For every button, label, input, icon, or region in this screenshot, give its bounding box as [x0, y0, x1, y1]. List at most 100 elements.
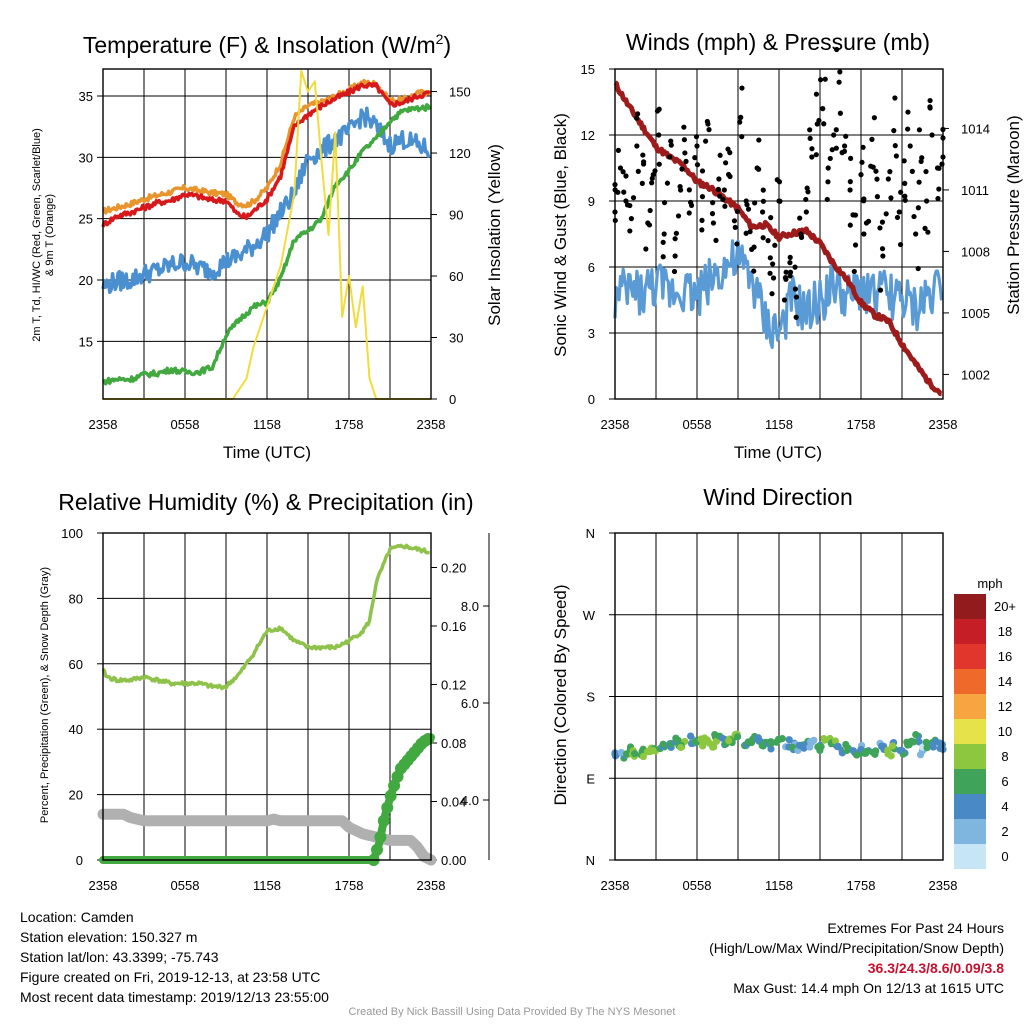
rh-y-tick-label: 40: [69, 722, 83, 737]
direction-point: [758, 741, 766, 750]
gust-point: [720, 196, 726, 203]
humidity-panel: Relative Humidity (%) & Precipitation (i…: [39, 489, 490, 893]
gust-point: [716, 176, 722, 182]
precip-y-tick-label: 0.12: [441, 678, 466, 693]
gust-point: [859, 159, 865, 165]
gust-point: [739, 85, 745, 91]
gust-point: [747, 229, 753, 235]
wind-direction-panel-title: Wind Direction: [703, 484, 853, 510]
temperature-y-label-1: 2m T, Td, HI/WC (Red, Green, Scarlet/Blu…: [31, 128, 43, 342]
gust-point: [656, 132, 662, 138]
gust-point: [907, 143, 913, 149]
insolation-y-tick-label: 90: [449, 208, 463, 223]
direction-point: [877, 742, 886, 750]
gust-point: [715, 186, 721, 193]
gust-point: [825, 165, 831, 171]
direction-point: [789, 743, 797, 751]
gust-point: [734, 241, 740, 247]
direction-point: [686, 732, 695, 740]
gust-point: [683, 158, 689, 164]
precip-y-tick-label: 0.08: [441, 736, 466, 751]
temp-plot-border: [102, 68, 432, 400]
gust-point: [888, 195, 894, 201]
gust-point: [672, 253, 678, 259]
colorbar-label: 4: [1001, 799, 1008, 814]
wind-x-tick-label: 1758: [847, 417, 876, 432]
gust-point: [649, 180, 655, 186]
gust-point: [813, 91, 820, 97]
direction-point: [896, 746, 904, 754]
elevation-text: Station elevation: 150.327 m: [20, 929, 198, 945]
direction-point: [831, 737, 839, 745]
wind-y-label: Sonic Wind & Gust (Blue, Black): [551, 113, 570, 357]
wind-x-tick-label: 1158: [765, 417, 793, 432]
gust-point: [922, 225, 928, 231]
gust-point: [734, 208, 740, 215]
gust-point: [911, 213, 917, 220]
gust-point: [686, 187, 692, 193]
gust-point: [837, 69, 843, 75]
gust-point: [887, 169, 893, 175]
direction-point: [639, 752, 647, 761]
gust-point: [861, 196, 867, 202]
extremes-info: Extremes For Past 24 Hours (High/Low/Max…: [709, 918, 1004, 998]
gust-point: [732, 224, 738, 230]
gust-point: [798, 234, 805, 241]
colorbar-swatch: [954, 594, 986, 619]
gust-point: [939, 161, 945, 167]
direction-point: [872, 747, 880, 755]
wind-plot-border: [614, 68, 944, 400]
gust-point: [635, 168, 641, 174]
latlon-text: Station lat/lon: 43.3399; -75.743: [20, 949, 219, 965]
rh-plot-border: [102, 532, 432, 861]
gust-point: [709, 211, 716, 217]
gust-point: [660, 254, 666, 260]
gust-point: [681, 124, 687, 130]
gust-point: [737, 119, 743, 125]
gust-point: [634, 143, 640, 149]
gust-point: [879, 246, 886, 252]
direction-point: [649, 746, 657, 755]
rh-x-tick-label: 1158: [253, 878, 281, 893]
temp-x-tick-label: 2358: [89, 417, 118, 432]
dir-y-tick-label: N: [586, 526, 595, 541]
colorbar-swatch: [954, 619, 986, 644]
direction-y-label: Direction (Colored By Speed): [551, 584, 570, 805]
gust-point: [725, 146, 731, 152]
gust-point: [821, 121, 827, 127]
gust-point: [656, 161, 662, 167]
gust-point: [831, 132, 837, 138]
direction-point: [862, 749, 870, 757]
gust-point: [660, 239, 666, 245]
colorbar-label: 0: [1001, 849, 1008, 864]
gust-point: [745, 206, 752, 212]
gust-point: [927, 97, 933, 104]
dir-y-tick-label: N: [586, 853, 595, 868]
gust-point: [654, 108, 661, 114]
gust-point: [836, 79, 842, 85]
gust-point: [668, 142, 674, 148]
rh-x-tick-label: 2358: [417, 878, 446, 893]
gust-point: [825, 179, 831, 185]
location-text: Location: Camden: [20, 909, 134, 925]
gust-point: [615, 147, 621, 153]
dir-y-tick-label: W: [583, 608, 596, 623]
gust-point: [649, 175, 655, 182]
pressure-y-tick-label: 1008: [961, 244, 990, 259]
gust-point: [892, 143, 898, 149]
wind-pressure-panel-title: Winds (mph) & Pressure (mb): [626, 29, 930, 55]
rh-y-tick-label: 0: [76, 853, 83, 868]
colorbar-swatch: [954, 819, 986, 844]
gust-point: [731, 218, 738, 224]
gust-point: [641, 159, 647, 165]
pressure-y-tick-label: 1005: [961, 306, 990, 321]
gust-point: [783, 269, 789, 275]
gust-point: [847, 187, 853, 193]
gust-point: [702, 138, 709, 144]
gust-point: [760, 209, 766, 215]
gust-point: [769, 291, 775, 297]
colorbar-swatch: [954, 744, 986, 769]
dir-y-tick-label: E: [586, 771, 595, 786]
gust-point: [765, 238, 771, 244]
colorbar-swatch: [954, 794, 986, 819]
